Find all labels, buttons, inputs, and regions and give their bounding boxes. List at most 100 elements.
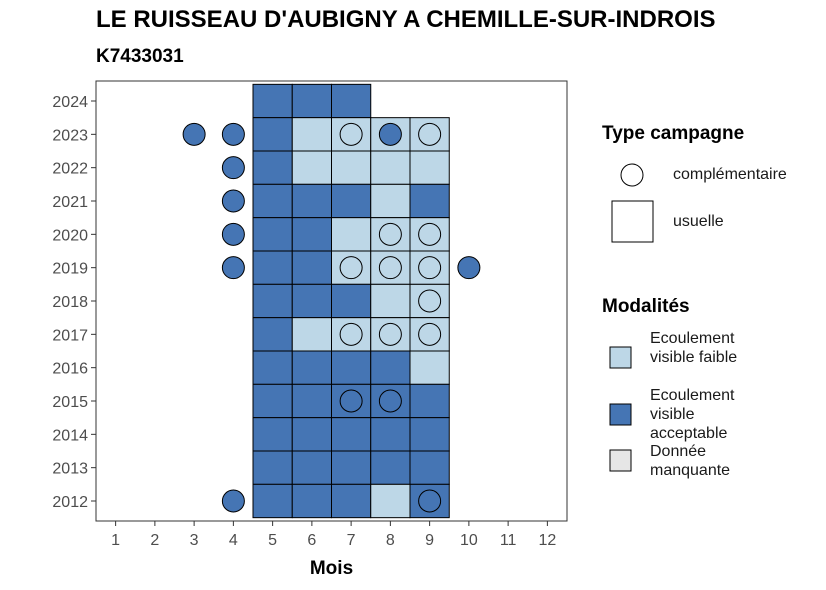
legend-label-faible: Ecoulement visible faible [650, 330, 738, 366]
legend-square-icon [611, 200, 654, 243]
y-tick-label: 2022 [52, 161, 88, 178]
heatmap-tile [409, 183, 450, 219]
heatmap-tile [409, 417, 450, 452]
x-axis: 1 2 3 4 5 6 7 8 9 10 11 12 [111, 521, 556, 549]
heatmap-tile [331, 483, 372, 519]
data-point [418, 256, 442, 280]
data-point [221, 156, 245, 180]
data-point [339, 322, 363, 346]
data-point [339, 256, 363, 280]
heatmap-tile [370, 483, 411, 519]
heatmap-tile [252, 350, 293, 385]
legend-swatch-manquante [609, 449, 632, 472]
x-tick-label: 8 [386, 532, 395, 549]
x-tick-label: 6 [307, 532, 316, 549]
data-point [378, 256, 402, 280]
heatmap-tile [409, 150, 450, 185]
heatmap-tile [291, 317, 332, 352]
heatmap-tile [291, 250, 332, 285]
y-tick-label: 2021 [52, 194, 88, 211]
heatmap-tile [252, 150, 293, 185]
data-point [457, 256, 481, 280]
data-point [339, 122, 363, 146]
legend-swatch-acceptable [609, 403, 632, 426]
y-tick-label: 2023 [52, 127, 88, 144]
heatmap-tile [331, 283, 372, 319]
data-point [418, 289, 442, 313]
heatmap-tile [252, 417, 293, 452]
data-point [378, 322, 402, 346]
heatmap-tile [252, 83, 293, 119]
heatmap-tile [291, 383, 332, 419]
heatmap-tile [331, 83, 372, 119]
y-tick-label: 2019 [52, 261, 88, 278]
x-tick-label: 10 [460, 532, 478, 549]
x-tick-label: 3 [190, 532, 199, 549]
heatmap-tile [252, 317, 293, 352]
heatmap-tile [252, 483, 293, 519]
heatmap-tile [291, 183, 332, 219]
x-tick-label: 5 [268, 532, 277, 549]
legend-label-acceptable: Ecoulement visible acceptable [650, 387, 735, 442]
heatmap-tile [331, 217, 372, 252]
chart-subtitle: K7433031 [96, 46, 184, 67]
points-layer [182, 122, 481, 513]
heatmap-tile [252, 250, 293, 285]
heatmap-tile [291, 483, 332, 519]
x-tick-label: 12 [538, 532, 556, 549]
legend-label-manquante: Donnée manquante [650, 443, 731, 479]
y-tick-label: 2015 [52, 394, 88, 411]
data-point [182, 122, 206, 146]
data-point [221, 222, 245, 246]
heatmap-tile [252, 283, 293, 319]
y-axis: 2012 2013 2014 2015 2016 2017 2018 2019 2020 2021… [52, 94, 96, 511]
heatmap-tile [291, 83, 332, 119]
heatmap-tile [370, 150, 411, 185]
heatmap-tile [409, 350, 450, 385]
y-tick-label: 2017 [52, 327, 88, 344]
data-point [221, 489, 245, 513]
x-axis-title: Mois [310, 558, 353, 579]
x-tick-label: 4 [229, 532, 238, 549]
data-point [418, 222, 442, 246]
data-point [339, 389, 363, 413]
heatmap-tile [409, 450, 450, 485]
legend-type-title: Type campagne [602, 123, 745, 144]
heatmap-tile [252, 383, 293, 419]
y-tick-label: 2024 [52, 94, 88, 111]
heatmap-tile [252, 183, 293, 219]
heatmap-tile [252, 117, 293, 152]
heatmap-tile [331, 350, 372, 385]
heatmap-tile [409, 383, 450, 419]
x-tick-label: 9 [425, 532, 434, 549]
data-point [378, 122, 402, 146]
y-tick-label: 2016 [52, 361, 88, 378]
data-point [378, 222, 402, 246]
data-point [378, 389, 402, 413]
legend-modalites-title: Modalités [602, 296, 690, 317]
heatmap-tile [291, 417, 332, 452]
data-point [418, 122, 442, 146]
y-tick-label: 2020 [52, 227, 88, 244]
y-tick-label: 2018 [52, 294, 88, 311]
heatmap-tile [291, 283, 332, 319]
heatmap-tile [370, 417, 411, 452]
heatmap-tile [291, 217, 332, 252]
y-tick-label: 2014 [52, 427, 88, 444]
x-tick-label: 2 [150, 532, 159, 549]
heatmap-tile [252, 450, 293, 485]
x-tick-label: 7 [347, 532, 356, 549]
legend-label-usuelle: usuelle [673, 213, 724, 230]
heatmap-tile [331, 450, 372, 485]
heatmap-tile [370, 183, 411, 219]
heatmap-tile [291, 117, 332, 152]
heatmap-tile [331, 150, 372, 185]
data-point [221, 256, 245, 280]
heatmap-tile [291, 150, 332, 185]
heatmap-tile [291, 450, 332, 485]
data-point [418, 322, 442, 346]
heatmap-tile [252, 217, 293, 252]
heatmap-tile [331, 183, 372, 219]
heatmap-tile [370, 350, 411, 385]
